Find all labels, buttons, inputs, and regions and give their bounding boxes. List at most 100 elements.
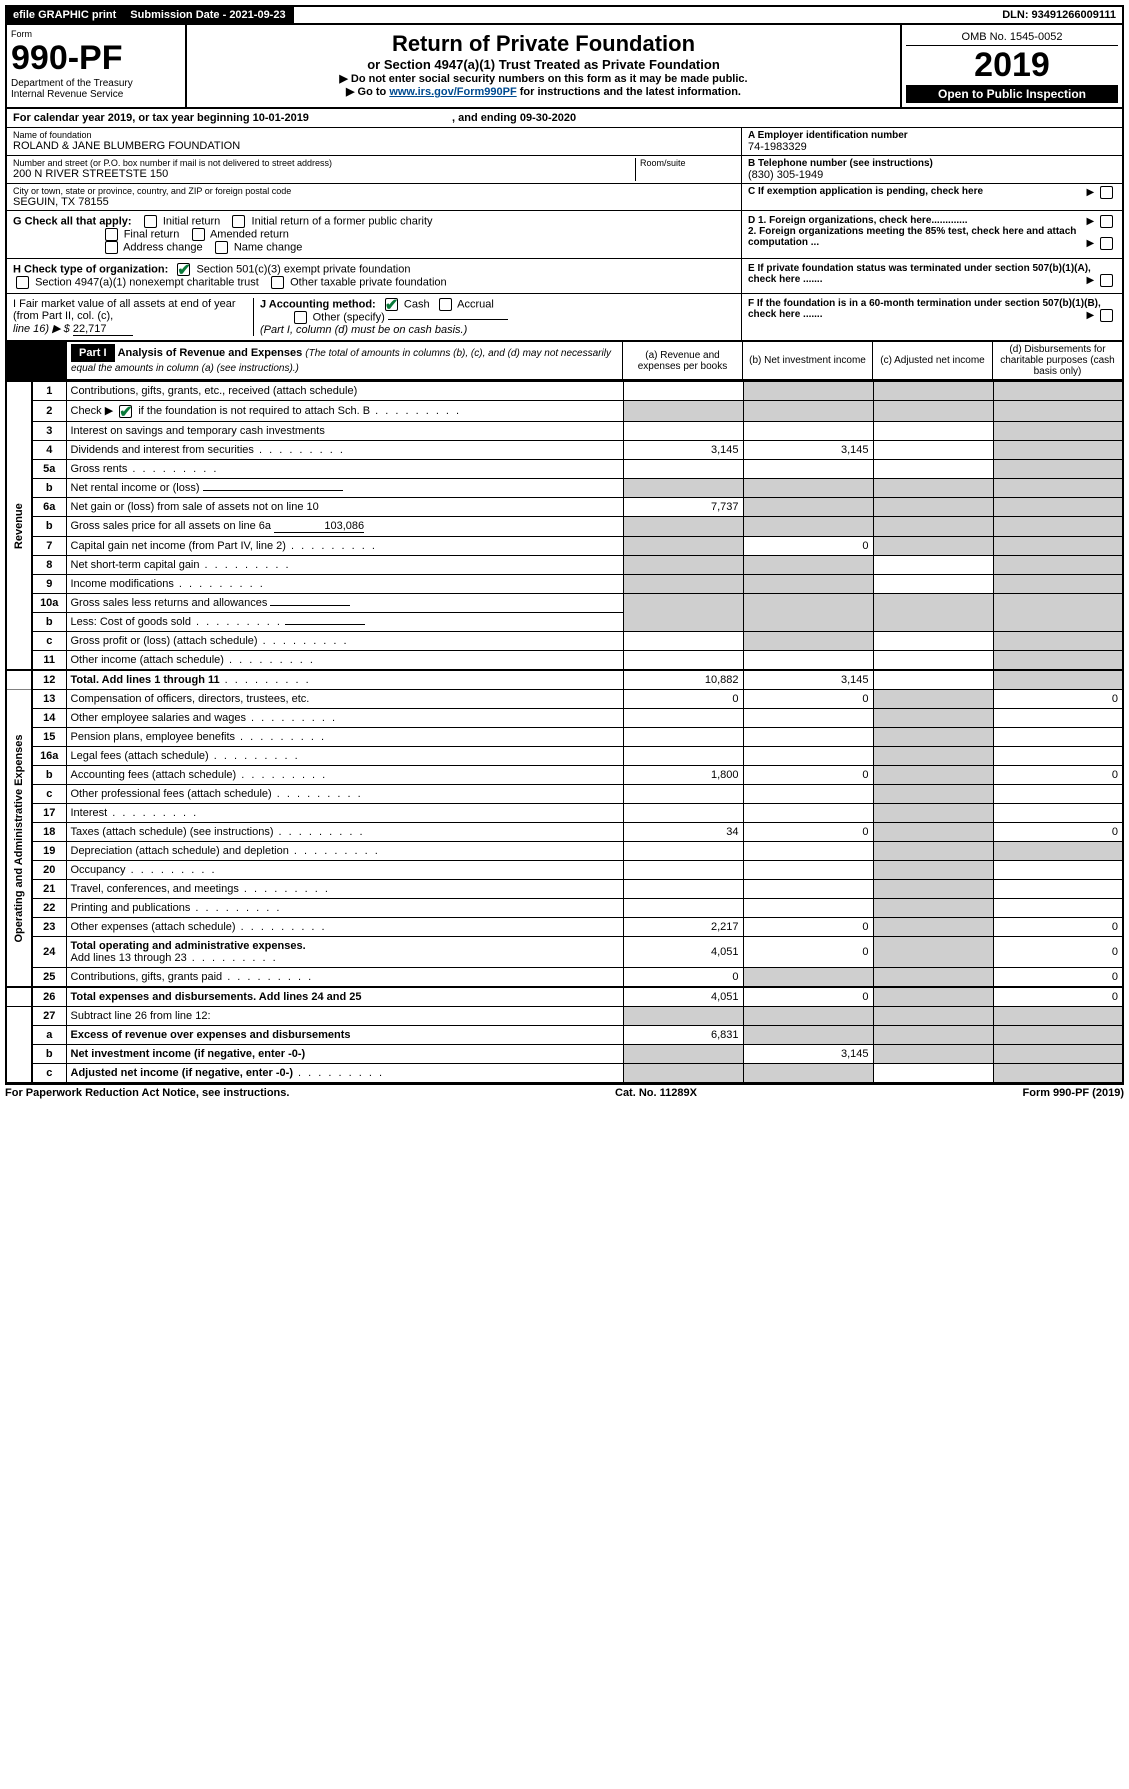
- city-c-row: City or town, state or province, country…: [5, 184, 1124, 211]
- r6a-a: 7,737: [623, 497, 743, 516]
- line-desc: Contributions, gifts, grants, etc., rece…: [66, 382, 623, 401]
- ein-label: A Employer identification number: [748, 130, 1116, 141]
- table-row: b Net rental income or (loss): [6, 478, 1123, 497]
- table-row: 5a Gross rents: [6, 459, 1123, 478]
- j-note: (Part I, column (d) must be on cash basi…: [260, 324, 467, 336]
- addr-value: 200 N RIVER STREETSTE 150: [13, 168, 635, 180]
- submission-date: Submission Date - 2021-09-23: [124, 7, 293, 23]
- f-checkbox[interactable]: [1100, 309, 1113, 322]
- form-header: Form 990-PF Department of the Treasury I…: [5, 25, 1124, 109]
- cal-begin: 10-01-2019: [253, 112, 309, 124]
- table-row: 22Printing and publications: [6, 898, 1123, 917]
- name-ein-row: Name of foundation ROLAND & JANE BLUMBER…: [5, 128, 1124, 156]
- g-final-checkbox[interactable]: [105, 228, 118, 241]
- expenses-side-label: Operating and Administrative Expenses: [6, 689, 32, 987]
- c-checkbox[interactable]: [1100, 186, 1113, 199]
- j-accrual-checkbox[interactable]: [439, 298, 452, 311]
- revenue-side-label: Revenue: [6, 382, 32, 670]
- r4-b: 3,145: [743, 440, 873, 459]
- table-row: 20Occupancy: [6, 860, 1123, 879]
- dept-treasury: Department of the Treasury: [11, 78, 181, 89]
- j-other-input[interactable]: [388, 319, 508, 320]
- ein-value: 74-1983329: [748, 141, 1116, 153]
- part1-badge: Part I: [71, 344, 115, 362]
- e-checkbox[interactable]: [1100, 274, 1113, 287]
- table-row: 24Total operating and administrative exp…: [6, 936, 1123, 967]
- table-row: cAdjusted net income (if negative, enter…: [6, 1063, 1123, 1083]
- calendar-year-row: For calendar year 2019, or tax year begi…: [5, 109, 1124, 128]
- table-row: Operating and Administrative Expenses 13…: [6, 689, 1123, 708]
- g-opt4: Amended return: [210, 228, 289, 240]
- form-word: Form: [11, 29, 181, 39]
- j-accrual: Accrual: [457, 298, 494, 310]
- h-4947-checkbox[interactable]: [16, 276, 29, 289]
- table-row: bAccounting fees (attach schedule) 1,800…: [6, 765, 1123, 784]
- room-label: Room/suite: [640, 158, 735, 168]
- omb-number: OMB No. 1545-0052: [906, 29, 1118, 46]
- g-opt2: Initial return of a former public charit…: [252, 215, 433, 227]
- table-row: 11 Other income (attach schedule): [6, 650, 1123, 670]
- table-row: 17Interest: [6, 803, 1123, 822]
- h-opt2: Section 4947(a)(1) nonexempt charitable …: [35, 276, 259, 288]
- i-label1: I Fair market value of all assets at end…: [13, 298, 236, 322]
- analysis-table: Revenue 1 Contributions, gifts, grants, …: [5, 381, 1124, 1084]
- j-cash-checkbox[interactable]: [385, 298, 398, 311]
- table-row: bNet investment income (if negative, ent…: [6, 1044, 1123, 1063]
- table-row: 2 Check ▶ if the foundation is not requi…: [6, 401, 1123, 422]
- schb-checkbox[interactable]: [119, 405, 132, 418]
- table-row: 16aLegal fees (attach schedule): [6, 746, 1123, 765]
- table-row: 14Other employee salaries and wages: [6, 708, 1123, 727]
- h-501c3-checkbox[interactable]: [177, 263, 190, 276]
- phone-label: B Telephone number (see instructions): [748, 158, 1116, 169]
- table-row: 6a Net gain or (loss) from sale of asset…: [6, 497, 1123, 516]
- table-row: 25Contributions, gifts, grants paid 00: [6, 967, 1123, 987]
- g-name-checkbox[interactable]: [215, 241, 228, 254]
- d2-label: 2. Foreign organizations meeting the 85%…: [748, 226, 1076, 248]
- cal-end: 09-30-2020: [520, 112, 576, 124]
- col-a-header: (a) Revenue and expenses per books: [622, 342, 742, 379]
- line-num: 1: [32, 382, 66, 401]
- dln-label: DLN: 93491266009111: [996, 7, 1122, 23]
- j-other-checkbox[interactable]: [294, 311, 307, 324]
- phone-value: (830) 305-1949: [748, 169, 1116, 181]
- open-inspection: Open to Public Inspection: [906, 85, 1118, 103]
- g-amended-checkbox[interactable]: [192, 228, 205, 241]
- col-d-header: (d) Disbursements for charitable purpose…: [992, 342, 1122, 379]
- j-cash: Cash: [404, 298, 430, 310]
- table-row: 21Travel, conferences, and meetings: [6, 879, 1123, 898]
- g-initial-former-checkbox[interactable]: [232, 215, 245, 228]
- h-other-checkbox[interactable]: [271, 276, 284, 289]
- instr-goto: ▶ Go to www.irs.gov/Form990PF for instru…: [193, 85, 894, 98]
- j-label: J Accounting method:: [260, 298, 376, 310]
- table-row: Revenue 1 Contributions, gifts, grants, …: [6, 382, 1123, 401]
- cal-mid: , and ending: [452, 112, 520, 124]
- g-d-row: G Check all that apply: Initial return I…: [5, 211, 1124, 259]
- table-row: 15Pension plans, employee benefits: [6, 727, 1123, 746]
- i-j-f-row: I Fair market value of all assets at end…: [5, 294, 1124, 342]
- table-row: c Gross profit or (loss) (attach schedul…: [6, 631, 1123, 650]
- g-opt5: Address change: [123, 241, 203, 253]
- i-label2: line 16) ▶ $: [13, 323, 70, 335]
- g-initial-checkbox[interactable]: [144, 215, 157, 228]
- table-row: b Gross sales price for all assets on li…: [6, 516, 1123, 536]
- g-opt1: Initial return: [163, 215, 220, 227]
- table-row: 8 Net short-term capital gain: [6, 555, 1123, 574]
- table-row: 23Other expenses (attach schedule) 2,217…: [6, 917, 1123, 936]
- table-row: 18Taxes (attach schedule) (see instructi…: [6, 822, 1123, 841]
- irs-link[interactable]: www.irs.gov/Form990PF: [389, 86, 516, 98]
- col-c-header: (c) Adjusted net income: [872, 342, 992, 379]
- footer-mid: Cat. No. 11289X: [615, 1087, 697, 1099]
- table-row: 10a Gross sales less returns and allowan…: [6, 593, 1123, 612]
- c-label: C If exemption application is pending, c…: [748, 186, 983, 197]
- r7-b: 0: [743, 536, 873, 555]
- footer: For Paperwork Reduction Act Notice, see …: [5, 1084, 1124, 1099]
- d2-checkbox[interactable]: [1100, 237, 1113, 250]
- footer-left: For Paperwork Reduction Act Notice, see …: [5, 1087, 289, 1099]
- h-opt1: Section 501(c)(3) exempt private foundat…: [196, 263, 410, 275]
- g-address-checkbox[interactable]: [105, 241, 118, 254]
- r4-a: 3,145: [623, 440, 743, 459]
- d1-checkbox[interactable]: [1100, 215, 1113, 228]
- table-row: cOther professional fees (attach schedul…: [6, 784, 1123, 803]
- h-label: H Check type of organization:: [13, 263, 168, 275]
- table-row: 26 Total expenses and disbursements. Add…: [6, 987, 1123, 1007]
